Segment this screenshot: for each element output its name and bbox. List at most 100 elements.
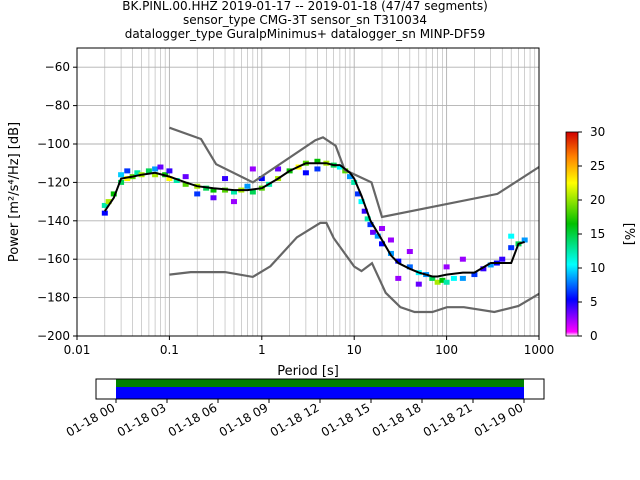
colorbar-tick-label: 15 [590, 227, 605, 241]
y-tick-label: −160 [37, 252, 70, 266]
heatmap-cell [124, 176, 131, 182]
heatmap-cell [314, 166, 321, 172]
heatmap-cell [443, 279, 450, 285]
heatmap-cell [230, 199, 237, 205]
heatmap-cell [480, 266, 487, 272]
new-low-noise-model-line [169, 221, 540, 314]
colorbar-tick-label: 0 [590, 329, 598, 343]
heatmap-cell [434, 279, 441, 285]
x-tick-label: 1 [258, 343, 266, 357]
colorbar-tick-label: 20 [590, 193, 605, 207]
heatmap-cell [210, 195, 217, 201]
heatmap-cell [124, 168, 131, 174]
title-line-3: datalogger_type GuralpMinimus+ datalogge… [125, 27, 486, 41]
x-tick-label: 10 [347, 343, 362, 357]
heatmap-cell [521, 237, 528, 243]
heatmap-cell [152, 166, 159, 172]
colorbar: 0 5 10 15 20 25 30 [%] [565, 125, 636, 343]
x-axis-label: Period [s] [277, 364, 339, 379]
heatmap-cell [439, 277, 446, 283]
timeline-coverage-green [116, 379, 524, 387]
heatmap-cell [508, 245, 515, 251]
heatmap-cell [508, 233, 515, 239]
heatmap-cell [275, 166, 282, 172]
heatmap-cell [379, 241, 386, 247]
heatmap-cell [387, 237, 394, 243]
heatmap-cell [358, 199, 365, 205]
heatmap-cell [499, 256, 506, 262]
y-tick-label: −100 [37, 137, 70, 151]
colorbar-ticks: 0 5 10 15 20 25 30 [578, 125, 605, 343]
heatmap-cell [355, 191, 362, 197]
y-tick-label: −80 [45, 99, 70, 113]
heatmap-cell [379, 225, 386, 231]
heatmap-cell [134, 170, 141, 176]
heatmap-cell [361, 208, 368, 214]
plot-frame [76, 47, 540, 337]
heatmap-cell [101, 202, 108, 208]
heatmap-cell [166, 168, 173, 174]
x-tick-label: 100 [435, 343, 458, 357]
heatmap-cell [406, 264, 413, 270]
heatmap-cell [118, 172, 125, 178]
heatmap-cell [110, 191, 117, 197]
noise-model-curves [169, 126, 540, 314]
heatmap-cell [367, 222, 374, 228]
heatmap-cell [222, 176, 229, 182]
heatmap-cell [249, 166, 256, 172]
mode-curve [103, 162, 525, 278]
heatmap-cell [406, 249, 413, 255]
colorbar-tick-label: 10 [590, 261, 605, 275]
heatmap-cell [118, 179, 125, 185]
heatmap-cell [302, 170, 309, 176]
heatmap-cell [364, 216, 371, 222]
figure-title: BK.PINL.00.HHZ 2019-01-17 -- 2019-01-18 … [122, 0, 488, 41]
heatmap-cell [346, 174, 353, 180]
heatmap-cell [230, 189, 237, 195]
heatmap-cell [487, 262, 494, 268]
heatmap-cell [351, 179, 358, 185]
heatmap-cell [395, 275, 402, 281]
heatmap-cell [370, 229, 377, 235]
colorbar-tick-label: 30 [590, 125, 605, 139]
timeline-tick-label: 01-19 00 [472, 400, 526, 439]
x-tick-label: 0.01 [64, 343, 91, 357]
timeline-tick-label: 01-18 21 [421, 400, 475, 439]
timeline-tick-label: 01-18 06 [166, 400, 220, 439]
heatmap-cell [471, 272, 478, 278]
colorbar-label: [%] [621, 223, 636, 246]
heatmap-cell [182, 174, 189, 180]
heatmap-cell [429, 275, 436, 281]
heatmap-cell [258, 176, 265, 182]
heatmap-cell [194, 191, 201, 197]
heatmap-cell [443, 264, 450, 270]
heatmap-cell [374, 233, 381, 239]
heatmap-cell [101, 210, 108, 216]
title-line-1: BK.PINL.00.HHZ 2019-01-17 -- 2019-01-18 … [122, 0, 488, 13]
heatmap-cell [182, 181, 189, 187]
plot-background [77, 48, 539, 336]
heatmap-cell [105, 199, 112, 205]
heatmap-cell [314, 158, 321, 164]
x-tick-label: 0.1 [160, 343, 179, 357]
x-tick-label: 1000 [524, 343, 555, 357]
heatmap-cell [244, 183, 251, 189]
y-axis-ticks: −60 −80 −100 −120 −140 −160 −180 −200 [37, 60, 77, 343]
timeline-tick-label: 01-18 12 [268, 400, 322, 439]
heatmap-cell [459, 256, 466, 262]
heatmap-cell [249, 189, 256, 195]
y-tick-label: −140 [37, 214, 70, 228]
colorbar-tick-label: 25 [590, 159, 605, 173]
timeline-tick-label: 01-18 09 [217, 400, 271, 439]
mode-line [103, 162, 525, 278]
heatmap-cell [459, 275, 466, 281]
y-tick-label: −200 [37, 329, 70, 343]
y-axis-label: Power [m²/s⁴/Hz] [dB] [7, 122, 22, 262]
timeline-tick-label: 01-18 03 [115, 400, 169, 439]
heatmap-cell [166, 176, 173, 182]
new-high-noise-model-line [169, 126, 540, 219]
ppsd-plot: 0.01 0.1 1 10 100 1000 −60 −80 −100 −120 −140 −160… [7, 47, 555, 379]
